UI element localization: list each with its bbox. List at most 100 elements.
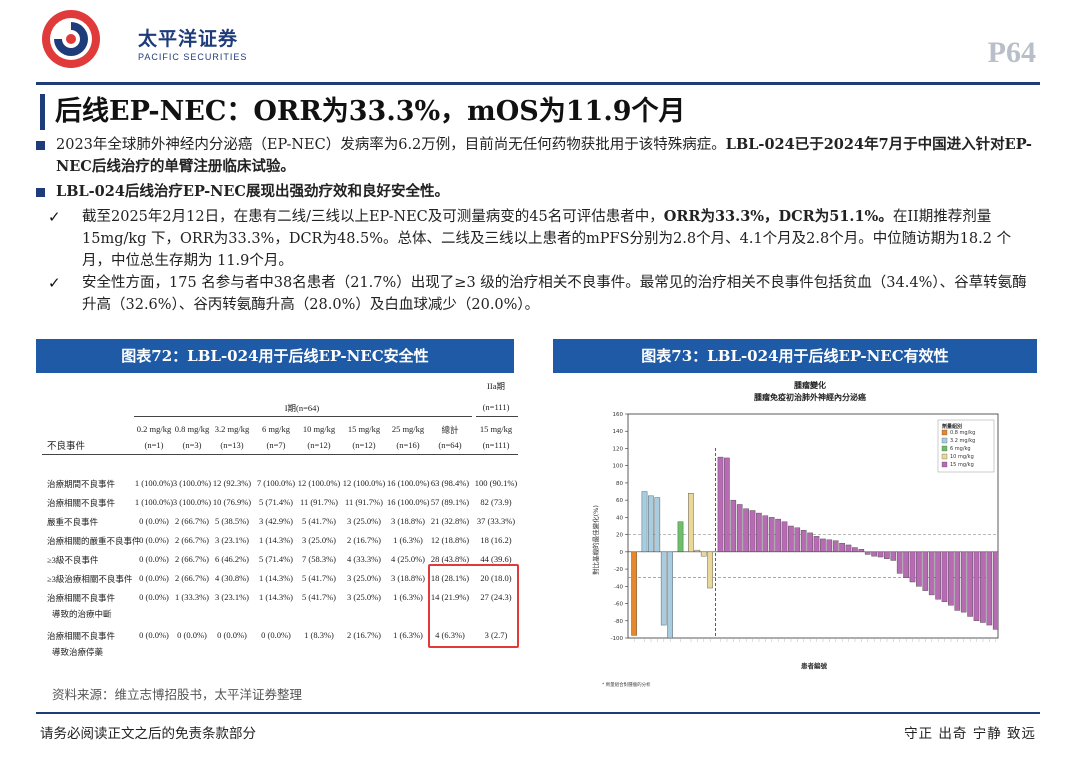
table-cell: 2 (66.7%) — [175, 554, 209, 564]
chart-xlabel: 患者編號 — [801, 661, 828, 670]
source-note: 资料来源：维立志博招股书，太平洋证券整理 — [52, 687, 303, 702]
bar-15mgkg-32 — [922, 551, 929, 591]
safety-table: I期(n=64) IIa期 (n=111) 不良事件 0.2 mg/kg (n=1… — [42, 378, 518, 678]
bar-32mgkg-2 — [654, 497, 661, 553]
check-item-1-text-b: 在II期推荐剂量15mg/kg 下，ORR为33.3%，DCR为48.5%。总体… — [82, 209, 1012, 269]
column-header-dose: 0.8 mg/kg — [174, 424, 210, 434]
table-cell: 7 (58.3%) — [302, 554, 336, 564]
bar-15mgkg-27 — [890, 551, 897, 561]
column-header-dose: 總計 — [441, 425, 459, 435]
table-cell: 3 (100.0%) — [172, 497, 212, 507]
column-header-n: (n=13) — [220, 440, 244, 450]
table-cell: 3 (25.0%) — [347, 516, 381, 526]
check-icon: ✓ — [48, 208, 61, 226]
waterfall-chart-svg: 腫瘤變化 腫瘤免疫初治肺外神經內分泌癌 對比基線的最佳變化(%) 患者編號 * … — [591, 380, 999, 688]
bar-15mgkg-31 — [916, 551, 922, 587]
chart-title: 腫瘤變化 — [794, 380, 826, 390]
bar-10mgkg-2 — [700, 551, 707, 557]
bar-15mgkg-42 — [986, 551, 993, 626]
table-cell: 0 (0.0%) — [139, 573, 169, 583]
chart-ylabel: 對比基線的最佳變化(%) — [591, 505, 600, 575]
bar-15mgkg-21 — [852, 547, 858, 553]
table-cell: 63 (98.4%) — [430, 478, 470, 488]
bar-15mgkg-41 — [980, 551, 986, 623]
table-cell: 3 (23.1%) — [215, 535, 249, 545]
check-item-1: ✓ 截至2025年2月12日，在患有二线/三线以上EP-NEC及可测量病变的45… — [34, 206, 1040, 272]
table-cell: 0 (0.0%) — [139, 516, 169, 526]
company-logo: 太平洋证券 PACIFIC SECURITIES — [40, 8, 250, 72]
y-tick-label: 20 — [616, 533, 623, 539]
bar-15mgkg-34 — [935, 551, 941, 600]
bullet-2-bold: LBL-024后线治疗EP-NEC展现出强劲疗效和良好安全性。 — [56, 183, 449, 200]
table-cell: 3 (23.1%) — [215, 592, 249, 602]
table-cell: 4 (6.3%) — [435, 630, 465, 640]
bar-15mgkg-35 — [941, 551, 948, 603]
bar-10mgkg-3 — [707, 551, 713, 589]
bar-15mgkg-15 — [813, 536, 820, 553]
phase1-underline — [134, 416, 472, 417]
legend-entry: 15 mg/kg — [950, 462, 974, 468]
square-bullet-icon — [36, 141, 45, 150]
bar-15mgkg-12 — [794, 527, 801, 553]
phase2-n: (n=111) — [482, 402, 510, 412]
bar-15mgkg-22 — [858, 549, 865, 553]
row-header: 不良事件 — [47, 442, 86, 452]
table-cell: 12 (100.0%) — [342, 478, 386, 488]
table-cell: 1 (6.3%) — [393, 630, 423, 640]
table-cell: 12 (18.8%) — [430, 535, 470, 545]
table-cell: 1 (14.3%) — [259, 592, 293, 602]
bar-15mgkg-18 — [832, 540, 839, 553]
bar-15mgkg-20 — [845, 544, 852, 553]
table-row-label: 治療相關的嚴重不良事件 — [47, 536, 141, 546]
bar-15mgkg-17 — [826, 539, 833, 553]
bar-15mgkg-6 — [756, 512, 762, 553]
y-tick-label: 40 — [616, 515, 623, 521]
bullet-1: 2023年全球肺外神经内分泌癌（EP-NEC）发病率为6.2万例，目前尚无任何药… — [34, 134, 1040, 178]
y-tick-label: 160 — [613, 412, 624, 418]
table-cell: 4 (33.3%) — [347, 554, 381, 564]
bar-15mgkg-26 — [884, 551, 890, 559]
y-tick-label: -100 — [611, 636, 624, 642]
logo-text-cn: 太平洋证券 — [138, 28, 239, 50]
page-number: P64 — [987, 36, 1036, 69]
check-icon: ✓ — [48, 274, 61, 292]
bar-08mgkg-0 — [631, 551, 637, 636]
bar-15mgkg-0 — [717, 456, 724, 553]
page-title: 后线EP-NEC：ORR为33.3%，mOS为11.9个月 — [40, 94, 1040, 130]
column-header-n: (n=12) — [307, 440, 331, 450]
bar-15mgkg-30 — [909, 551, 916, 583]
phase2-underline — [476, 416, 518, 417]
table-cell: 27 (24.3) — [480, 592, 512, 602]
table-cell: 21 (32.8%) — [430, 516, 470, 526]
footer-divider — [36, 712, 1040, 714]
column-header-dose: 6 mg/kg — [261, 424, 291, 434]
legend-entry: 10 mg/kg — [950, 454, 974, 460]
legend-entry: 6 mg/kg — [950, 446, 971, 452]
header-divider — [36, 82, 1040, 85]
bar-15mgkg-13 — [800, 530, 807, 553]
table-cell: 0 (0.0%) — [217, 630, 247, 640]
table-cell: 7 (100.0%) — [256, 478, 296, 488]
y-tick-label: 60 — [616, 498, 623, 504]
table-cell: 3 (25.0%) — [302, 535, 336, 545]
bar-15mgkg-8 — [768, 517, 775, 553]
column-header-dose: 10 mg/kg — [302, 424, 336, 434]
column-header-n: (n=64) — [438, 440, 462, 450]
bullet-1-text: 2023年全球肺外神经内分泌癌（EP-NEC）发病率为6.2万例，目前尚无任何药… — [56, 137, 726, 153]
table-cell: 2 (66.7%) — [175, 535, 209, 545]
table-cell: 5 (71.4%) — [259, 554, 293, 564]
phase1-header: I期(n=64) — [284, 403, 320, 413]
bar-15mgkg-19 — [839, 543, 845, 553]
bar-15mgkg-9 — [775, 518, 781, 553]
table-cell: 3 (2.7) — [484, 630, 508, 640]
column-header-n: (n=12) — [352, 440, 376, 450]
table-cell: 1 (100.0%) — [134, 497, 174, 507]
y-tick-label: 100 — [613, 464, 624, 470]
table-cell: 5 (41.7%) — [302, 573, 336, 583]
check-item-2: ✓ 安全性方面，175 名参与者中38名患者（21.7%）出现了≥3 级的治疗相… — [34, 272, 1040, 316]
y-tick-label: 0 — [620, 550, 624, 556]
table-cell: 18 (16.2) — [480, 535, 512, 545]
table-cell: 0 (0.0%) — [177, 630, 207, 640]
table-cell: 3 (25.0%) — [347, 573, 381, 583]
bar-15mgkg-10 — [781, 521, 788, 553]
